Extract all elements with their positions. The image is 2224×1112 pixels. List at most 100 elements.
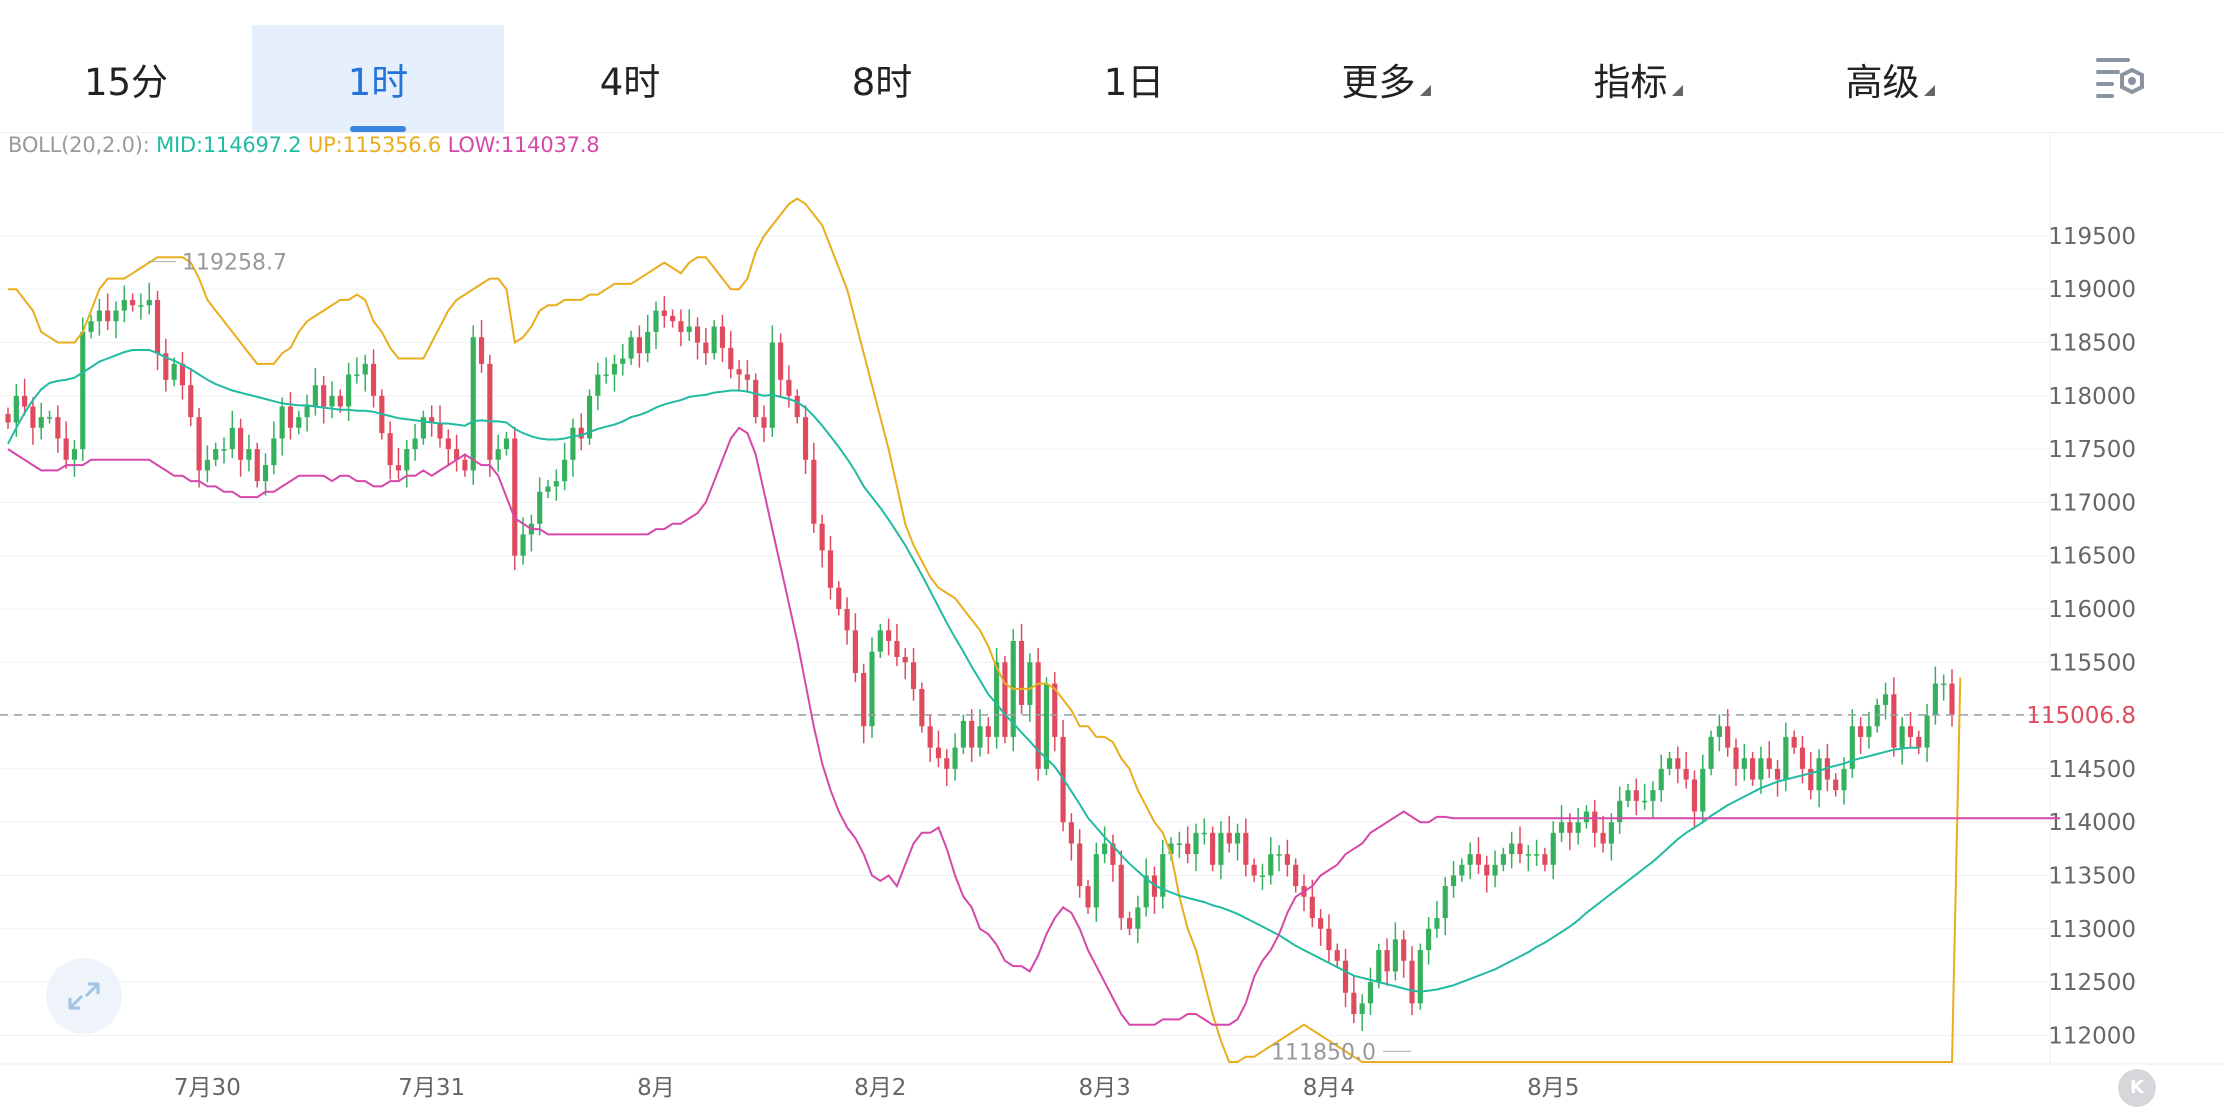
candle-body xyxy=(163,353,169,380)
candle-body xyxy=(628,337,634,359)
tab-2[interactable]: 4时 xyxy=(504,25,756,132)
candle-body xyxy=(1168,843,1174,855)
candle-body xyxy=(1924,715,1930,748)
expand-icon[interactable] xyxy=(46,958,122,1034)
candle-body xyxy=(778,342,784,380)
y-tick-label: 113000 xyxy=(2048,917,2136,943)
candle-body xyxy=(1567,822,1573,833)
candle-body xyxy=(1517,843,1523,855)
candle-body xyxy=(154,299,161,354)
candle-body xyxy=(1376,950,1382,983)
candle-body xyxy=(1467,854,1473,865)
candle-body xyxy=(1309,896,1315,919)
candle-body xyxy=(1509,843,1515,855)
tab-label: 8时 xyxy=(851,60,913,104)
candle-body xyxy=(1027,662,1033,705)
candle-body xyxy=(1783,736,1789,780)
candle-body xyxy=(196,417,202,471)
tab-4[interactable]: 1日 xyxy=(1008,25,1260,132)
tab-label: 高级 xyxy=(1845,60,1920,104)
candle-body xyxy=(1392,939,1398,972)
candle-body xyxy=(179,363,186,386)
candle-body xyxy=(437,422,443,439)
candle-body xyxy=(1218,832,1224,865)
tab-5[interactable]: 更多 xyxy=(1260,25,1512,132)
candle-body xyxy=(1907,726,1914,737)
candle-body xyxy=(1043,683,1050,769)
chart-settings-icon[interactable] xyxy=(2092,52,2152,104)
candle-body xyxy=(1093,854,1099,908)
y-tick-label: 116500 xyxy=(2048,544,2136,570)
candle-body xyxy=(578,427,584,439)
candle-body xyxy=(387,433,393,466)
candle-body xyxy=(1891,694,1897,748)
candle-body xyxy=(478,337,485,364)
candle-body xyxy=(512,438,518,556)
candle-body xyxy=(370,363,377,396)
candle-body xyxy=(1592,811,1598,833)
candle-body xyxy=(1583,811,1590,823)
candle-body xyxy=(670,315,676,322)
x-tick-label: 8月5 xyxy=(1527,1075,1579,1101)
candle-body xyxy=(935,747,942,759)
candle-body xyxy=(761,417,767,428)
y-tick-label: 113500 xyxy=(2048,863,2136,889)
scroll-to-latest-icon[interactable]: K xyxy=(2118,1069,2156,1107)
candle-body xyxy=(1401,939,1407,961)
candle-body xyxy=(229,427,235,450)
tab-6[interactable]: 指标 xyxy=(1512,25,1764,132)
boll-lower-line xyxy=(7,426,2060,1026)
candle-body xyxy=(1774,768,1781,780)
candle-body xyxy=(13,395,19,423)
tab-0[interactable]: 15分 xyxy=(0,25,252,132)
candle-body xyxy=(1716,726,1722,737)
candle-body xyxy=(279,406,285,439)
candle-body xyxy=(1342,960,1349,993)
tab-label: 15分 xyxy=(83,60,169,104)
candle-body xyxy=(55,417,61,439)
candle-body xyxy=(944,758,950,769)
x-tick-label: 7月30 xyxy=(174,1075,241,1101)
candle-body xyxy=(1459,864,1465,876)
candle-body xyxy=(312,385,318,407)
y-tick-label: 114500 xyxy=(2048,757,2136,783)
candle-body xyxy=(1475,854,1482,865)
candle-body xyxy=(1650,790,1656,801)
low-annotation: 111850.0 xyxy=(1271,1040,1376,1065)
candle-body xyxy=(5,413,11,423)
candle-body xyxy=(1351,992,1357,1015)
candle-body xyxy=(645,331,651,354)
candle-body xyxy=(1899,726,1905,748)
candle-body xyxy=(1733,747,1739,769)
candle-body xyxy=(1085,886,1091,908)
candle-body xyxy=(321,385,327,407)
tab-1[interactable]: 1时 xyxy=(252,25,504,132)
candle-body xyxy=(1002,662,1008,737)
candle-body xyxy=(1683,768,1689,780)
x-tick-label: 8月3 xyxy=(1078,1075,1130,1101)
candle-body xyxy=(1725,726,1731,748)
candle-body xyxy=(711,326,717,354)
candle-body xyxy=(562,459,568,482)
candle-body xyxy=(827,550,834,588)
candle-body xyxy=(1558,822,1565,833)
candle-body xyxy=(969,720,975,748)
candle-body xyxy=(1550,832,1556,865)
candle-body xyxy=(1326,928,1332,951)
candle-body xyxy=(420,417,426,439)
candle-body xyxy=(836,587,842,610)
candle-body xyxy=(994,662,1000,737)
x-tick-label: 8月 xyxy=(637,1075,675,1101)
candle-body xyxy=(1293,864,1299,887)
tab-7[interactable]: 高级 xyxy=(1764,25,2016,132)
candle-body xyxy=(354,374,360,377)
candle-body xyxy=(1176,843,1182,845)
candle-body xyxy=(1276,854,1282,856)
candle-body xyxy=(213,449,219,460)
candle-body xyxy=(686,326,692,332)
candle-body xyxy=(1268,854,1274,876)
candle-body xyxy=(728,347,734,370)
candlestick-chart[interactable]: 112000 112500 113000 113500 114000 114500 1155… xyxy=(0,132,2224,1112)
candle-body xyxy=(1367,982,1374,1004)
tab-3[interactable]: 8时 xyxy=(756,25,1008,132)
